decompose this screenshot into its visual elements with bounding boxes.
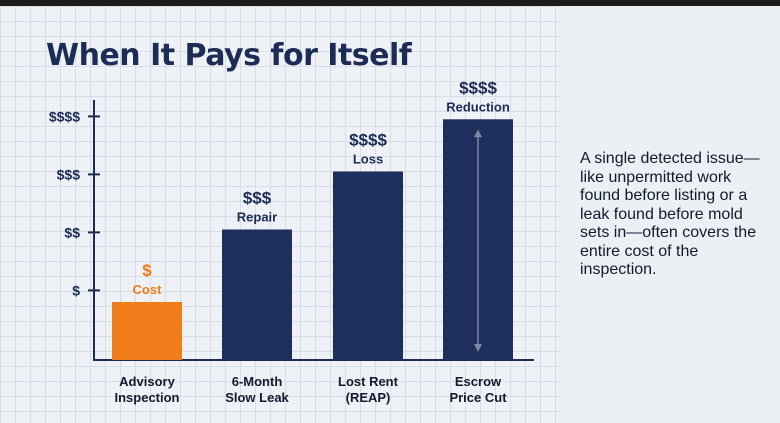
bar-caption-label: Reduction: [446, 99, 510, 114]
x-tick-label: Slow Leak: [225, 390, 289, 405]
bar: [112, 302, 182, 360]
bar-caption-label: Cost: [133, 282, 163, 297]
explanation-text: A single detected issue—like unpermitted…: [580, 150, 760, 278]
bar: [222, 229, 292, 360]
x-tick-label: Advisory: [119, 374, 175, 389]
y-tick-label: $$$: [57, 166, 81, 182]
chart-labels: $$$$$$$$$$$CostAdvisoryInspection$$$Repa…: [49, 78, 510, 405]
bar-amount-label: $$$$: [349, 131, 387, 150]
y-tick-label: $: [72, 282, 80, 298]
note-panel: [560, 6, 780, 423]
x-tick-label: Escrow: [455, 374, 502, 389]
chart-bars: [112, 119, 513, 360]
bar-caption-label: Repair: [237, 210, 277, 225]
x-tick-label: 6-Month: [232, 374, 283, 389]
y-tick-label: $$$$: [49, 108, 80, 124]
range-arrow-head: [474, 129, 482, 138]
x-tick-label: (REAP): [346, 390, 391, 405]
bar-amount-label: $: [142, 261, 152, 280]
slide-title: When It Pays for Itself: [46, 38, 412, 73]
x-tick-label: Price Cut: [449, 390, 507, 405]
x-tick-label: Inspection: [114, 390, 179, 405]
bar: [333, 171, 403, 360]
bar-caption-label: Loss: [353, 152, 383, 167]
bar-amount-label: $$$: [243, 189, 272, 208]
bar-amount-label: $$$$: [459, 78, 497, 97]
x-tick-label: Lost Rent: [338, 374, 399, 389]
range-arrow-head: [474, 344, 482, 352]
y-tick-label: $$: [64, 224, 80, 240]
